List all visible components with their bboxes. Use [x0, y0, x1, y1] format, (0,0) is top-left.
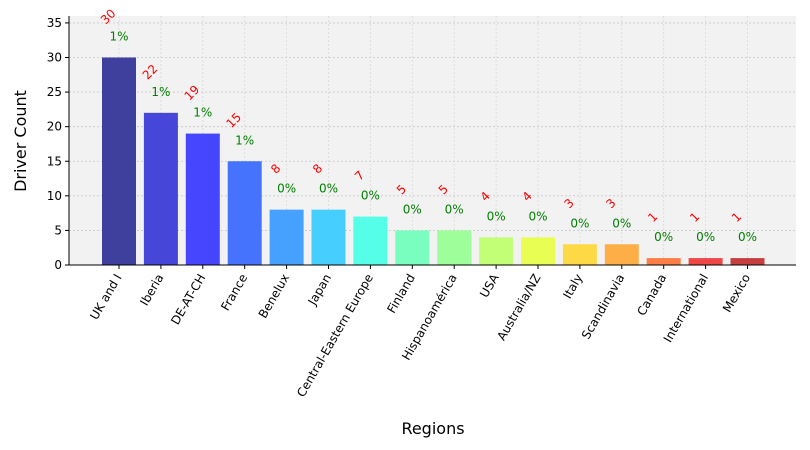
- x-tick-label: Finland: [384, 272, 418, 316]
- percent-label: 1%: [235, 133, 254, 147]
- y-tick-labels: 0 5 10 15 20 25 30 35: [47, 16, 69, 272]
- y-tick-label: 10: [47, 189, 62, 203]
- y-tick-label: 30: [47, 51, 62, 65]
- bar: [143, 112, 178, 265]
- x-tick-label: International: [661, 272, 711, 345]
- x-tick-label: Central-Eastern Europe: [294, 272, 376, 400]
- bar: [395, 230, 430, 265]
- x-tick-label: Iberia: [137, 272, 166, 309]
- bar: [730, 258, 765, 265]
- percent-label: 0%: [487, 209, 506, 223]
- percent-label: 0%: [738, 230, 757, 244]
- x-tick-label: Italy: [560, 272, 585, 302]
- bar: [562, 244, 597, 265]
- x-tick-label: UK and I: [87, 272, 124, 323]
- x-tick-label: Canada: [634, 272, 669, 319]
- percent-label: 0%: [654, 230, 673, 244]
- bar: [604, 244, 639, 265]
- y-tick-label: 15: [47, 154, 62, 168]
- bar: [646, 258, 681, 265]
- y-tick-label: 20: [47, 120, 62, 134]
- x-axis-title: Regions: [401, 419, 464, 438]
- x-tick-label: Benelux: [256, 272, 292, 321]
- x-tick-label: Japan: [305, 272, 334, 309]
- y-tick-label: 35: [47, 16, 62, 30]
- y-tick-label: 5: [54, 223, 62, 237]
- bar: [227, 161, 262, 265]
- x-tick-label: DE-AT-CH: [168, 272, 208, 328]
- bar: [353, 216, 388, 265]
- x-tick-label: Australia/NZ: [494, 272, 543, 343]
- percent-label: 0%: [612, 216, 631, 230]
- x-tick-labels: UK and I Iberia DE-AT-CH France Benelux Japan…: [87, 265, 753, 399]
- percent-label: 0%: [403, 202, 422, 216]
- percent-label: 1%: [193, 106, 212, 120]
- bar: [437, 230, 472, 265]
- bar: [311, 209, 346, 265]
- percent-label: 0%: [277, 182, 296, 196]
- x-tick-label: Scandinavia: [579, 272, 628, 342]
- percent-label: 0%: [319, 182, 338, 196]
- percent-label: 0%: [361, 189, 380, 203]
- percent-label: 0%: [696, 230, 715, 244]
- bar: [521, 237, 555, 265]
- bar: [102, 57, 136, 265]
- bar: [185, 133, 220, 265]
- y-tick-label: 25: [47, 85, 62, 99]
- percent-label: 1%: [109, 30, 128, 44]
- bar-labels: 1%301%221%191%150%80%80%70%50%50%40%40%3…: [98, 6, 757, 244]
- y-tick-label: 0: [54, 258, 62, 272]
- bar: [479, 237, 514, 265]
- x-tick-label: USA: [477, 271, 502, 300]
- percent-label: 0%: [528, 209, 547, 223]
- percent-label: 1%: [151, 85, 170, 99]
- bars: [102, 57, 765, 265]
- x-tick-label: France: [218, 272, 250, 314]
- bar: [688, 258, 723, 265]
- x-tick-label: Mexico: [720, 272, 753, 315]
- plot-area: [69, 16, 796, 265]
- y-axis-title: Driver Count: [11, 90, 30, 192]
- percent-label: 0%: [445, 202, 464, 216]
- percent-label: 0%: [570, 216, 589, 230]
- bar: [269, 209, 304, 265]
